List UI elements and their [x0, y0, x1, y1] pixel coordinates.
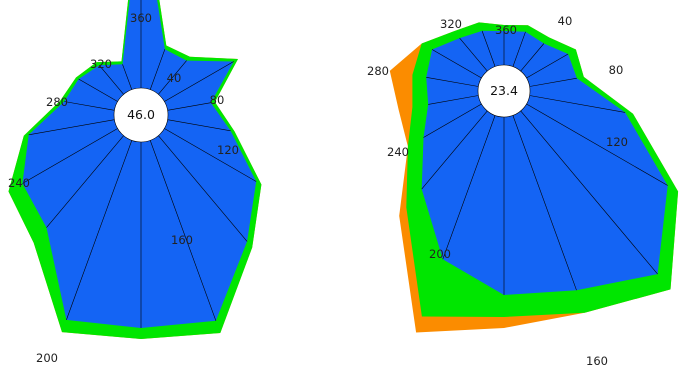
spoke-line [529, 77, 577, 87]
angle-tick-label: 280 [367, 64, 389, 78]
spoke-line [442, 115, 496, 260]
spoke-line [529, 95, 626, 113]
angle-tick-label: 240 [8, 176, 30, 190]
angle-tick-label: 320 [440, 17, 462, 31]
spoke-line [431, 49, 482, 79]
angle-tick-label: 320 [90, 57, 112, 71]
spoke-line [98, 65, 124, 95]
angle-tick-label: 160 [586, 354, 608, 365]
angle-tick-label: 40 [167, 71, 182, 85]
spoke-line [164, 61, 234, 102]
spoke-line [22, 128, 118, 184]
spoke-line [526, 53, 569, 79]
angle-tick-label: 40 [558, 14, 573, 28]
center-value-label: 23.4 [490, 83, 518, 98]
spoke-line [426, 77, 479, 87]
spoke-line [46, 135, 124, 228]
spoke-line [149, 140, 217, 321]
center-hole [113, 87, 169, 143]
angle-tick-label: 120 [217, 143, 239, 157]
spoke-line [122, 64, 133, 90]
center-hole [477, 64, 531, 118]
spoke-line [421, 110, 488, 190]
spoke-line [428, 95, 479, 105]
chart-panel-1: 46.0 40 80 120 160 200 240 280 320 360 [8, 0, 262, 365]
angle-tick-label: 360 [495, 23, 517, 37]
angle-tick-label: 360 [130, 11, 152, 25]
angle-tick-label: 160 [171, 233, 193, 247]
angle-tick-label: 240 [387, 145, 409, 159]
spoke-line [64, 101, 115, 111]
spoke-line [423, 103, 482, 138]
center-value-label: 46.0 [127, 107, 155, 122]
spoke-line [526, 103, 668, 186]
spoke-line [459, 37, 488, 72]
angle-tick-label: 200 [36, 351, 58, 365]
series-3-area [421, 30, 668, 296]
spoke-line [158, 135, 248, 242]
spoke-line [78, 78, 118, 102]
spoke-line [481, 30, 496, 67]
spoke-line [164, 128, 257, 182]
spoke-line [512, 115, 577, 291]
spoke-line [28, 119, 115, 136]
spoke-line [520, 43, 545, 72]
angle-tick-label: 280 [46, 95, 68, 109]
angle-tick-label: 80 [609, 63, 624, 77]
angle-tick-label: 200 [429, 247, 451, 261]
chart-panel-2: 23.4 40 80 120 160 200 240 280 320 360 [367, 14, 679, 365]
spoke-line [66, 140, 133, 321]
spoke-line [512, 31, 526, 67]
spoke-line [520, 110, 658, 275]
spoke-line [158, 60, 187, 95]
angle-tick-label: 120 [606, 135, 628, 149]
spoke-line [149, 49, 166, 90]
angle-tick-label: 80 [210, 93, 225, 107]
spoke-line [167, 119, 231, 132]
spoke-line [167, 102, 211, 111]
